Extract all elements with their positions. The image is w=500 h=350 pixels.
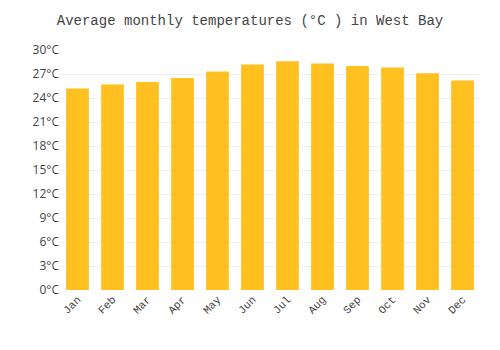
svg-text:18°C: 18°C [33,137,60,154]
svg-text:21°C: 21°C [33,113,60,130]
svg-text:3°C: 3°C [39,257,59,274]
svg-text:30°C: 30°C [33,41,60,58]
svg-text:Oct: Oct [376,294,398,316]
svg-text:Aug: Aug [306,294,328,316]
svg-text:15°C: 15°C [33,161,60,178]
svg-text:Jul: Jul [271,294,293,316]
svg-text:Average monthly temperatures (: Average monthly temperatures (°C ) in We… [57,13,443,29]
svg-text:Nov: Nov [411,294,434,317]
svg-text:Feb: Feb [96,294,118,316]
svg-text:Dec: Dec [446,294,468,316]
svg-text:Mar: Mar [131,294,153,316]
svg-text:Jan: Jan [61,294,83,316]
svg-text:0°C: 0°C [39,281,59,298]
svg-text:Jun: Jun [236,294,258,316]
svg-text:27°C: 27°C [33,65,60,82]
svg-text:Sep: Sep [341,294,363,316]
svg-text:Apr: Apr [166,294,188,316]
svg-text:9°C: 9°C [39,209,59,226]
svg-text:24°C: 24°C [33,89,60,106]
svg-text:6°C: 6°C [39,233,59,250]
svg-text:12°C: 12°C [33,185,60,202]
svg-text:May: May [201,294,224,317]
